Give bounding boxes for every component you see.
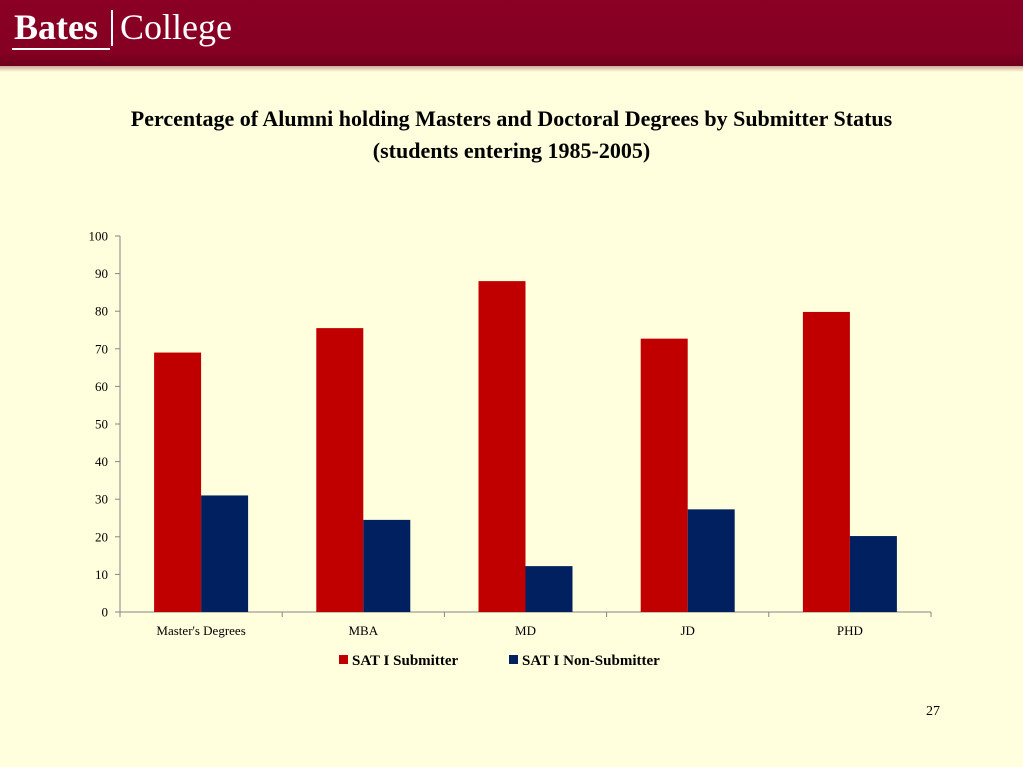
legend-label: SAT I Submitter xyxy=(352,653,458,669)
page-number: 27 xyxy=(926,704,940,719)
y-tick-label: 80 xyxy=(95,304,108,319)
chart-title: Percentage of Alumni holding Masters and… xyxy=(0,103,1023,167)
x-tick-label: MBA xyxy=(348,623,378,638)
logo-bates: Bates xyxy=(14,7,98,47)
y-tick-label: 40 xyxy=(95,454,108,469)
logo-college: College xyxy=(120,7,232,47)
x-tick-label: Master's Degrees xyxy=(156,623,245,638)
y-tick-label: 100 xyxy=(89,229,109,244)
legend-swatch xyxy=(509,655,518,664)
chart-legend: SAT I Submitter SAT I Non-Submitter xyxy=(339,653,660,669)
legend-swatch xyxy=(339,655,348,664)
bar-1-1 xyxy=(363,519,411,612)
bar-1-2 xyxy=(525,566,573,612)
bar-0-1 xyxy=(316,328,364,612)
header-shadow xyxy=(0,66,1023,72)
y-tick-label: 60 xyxy=(95,379,108,394)
chart-title-line1: Percentage of Alumni holding Masters and… xyxy=(130,106,893,131)
y-tick-label: 90 xyxy=(95,266,108,281)
bar-1-3 xyxy=(687,509,735,612)
chart-bars xyxy=(154,281,897,612)
y-tick-label: 10 xyxy=(95,567,108,582)
x-tick-label: JD xyxy=(680,623,694,638)
chart-title-line2: (students entering 1985-2005) xyxy=(372,138,651,163)
bar-1-0 xyxy=(201,495,249,612)
legend-label: SAT I Non-Submitter xyxy=(522,653,660,669)
y-tick-label: 50 xyxy=(95,417,108,432)
y-tick-label: 70 xyxy=(95,341,108,356)
bar-0-4 xyxy=(802,311,850,612)
logo-underline xyxy=(12,48,110,50)
bar-0-3 xyxy=(640,338,688,612)
bar-1-4 xyxy=(849,536,897,612)
x-tick-label: MD xyxy=(515,623,536,638)
y-tick-label: 20 xyxy=(95,529,108,544)
x-tick-label: PHD xyxy=(837,623,863,638)
bar-0-2 xyxy=(478,281,526,612)
header-banner xyxy=(0,0,1023,66)
y-tick-label: 30 xyxy=(95,492,108,507)
y-tick-label: 0 xyxy=(102,605,109,620)
bar-0-0 xyxy=(154,352,202,612)
logo-divider xyxy=(111,10,113,46)
